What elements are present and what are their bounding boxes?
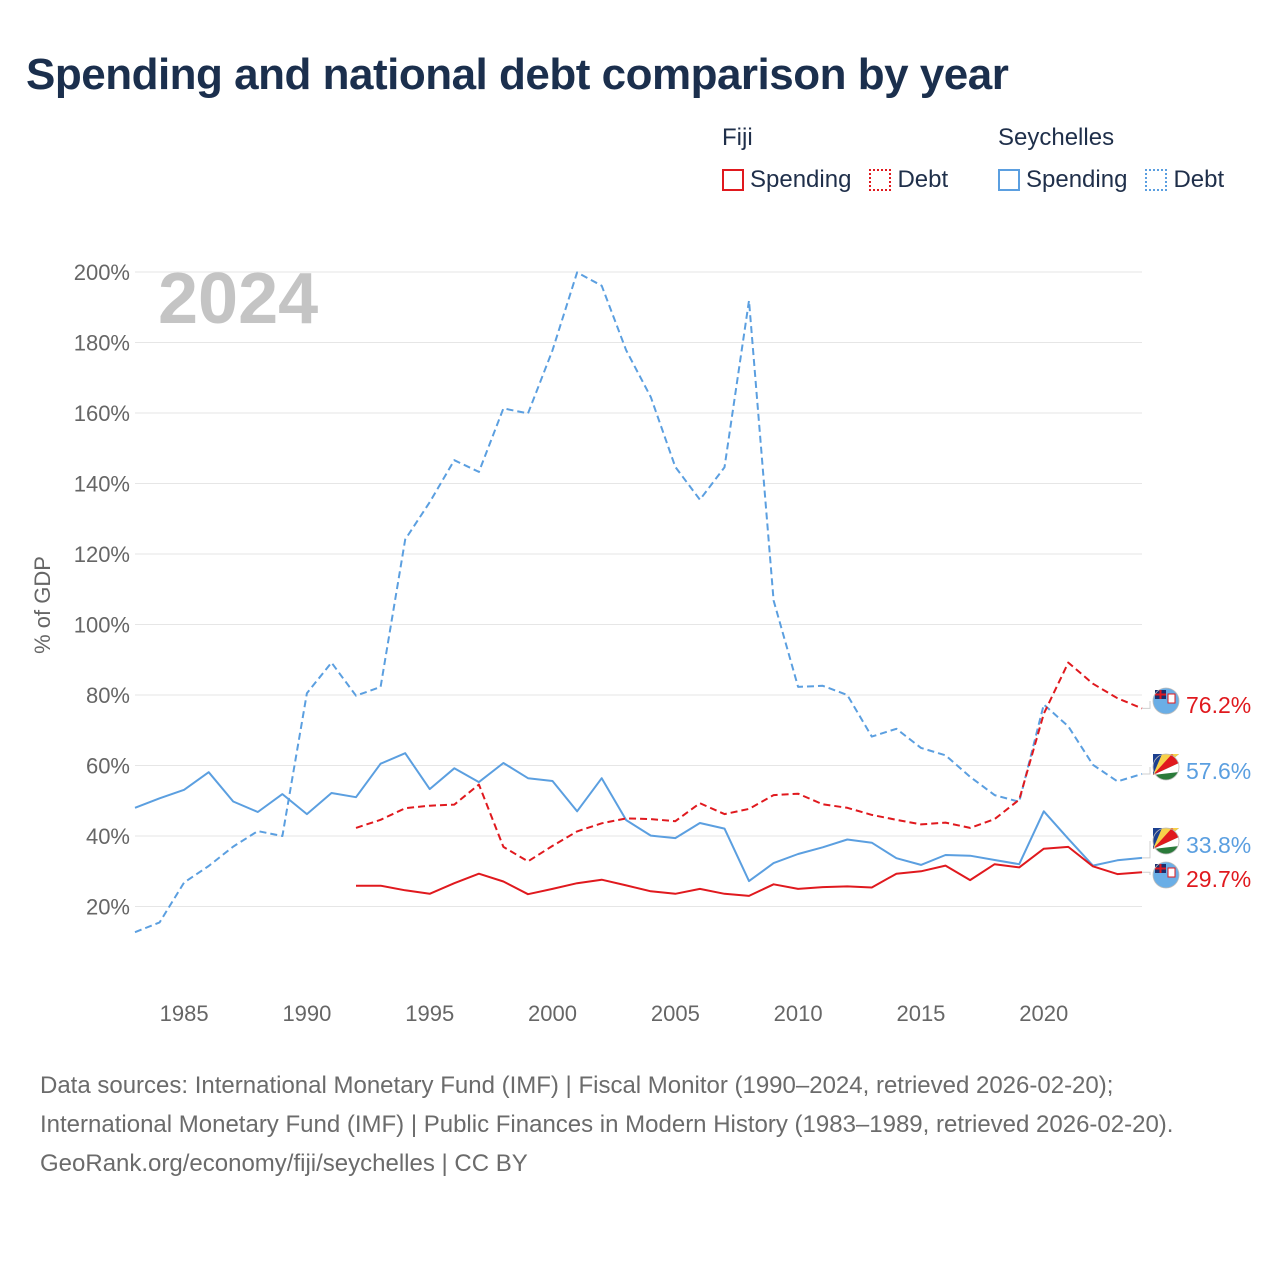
x-tick-label: 1985 [160, 1001, 209, 1026]
y-tick-label: 60% [86, 754, 130, 779]
footer: Data sources: International Monetary Fun… [40, 1066, 1240, 1183]
legend-item-fiji-spending[interactable]: Spending [722, 166, 851, 194]
end-label-connector [1142, 701, 1151, 709]
series-layer [134, 271, 1143, 934]
x-tick-label: 2000 [528, 1001, 577, 1026]
end-value-label: 76.2% [1186, 692, 1251, 718]
end-label-connector [1142, 871, 1151, 875]
solid-swatch-icon [722, 169, 744, 191]
legend-item-seychelles-spending[interactable]: Spending [998, 166, 1127, 194]
fiji-flag-icon [1152, 687, 1180, 715]
y-tick-label: 160% [74, 401, 130, 426]
end-value-label: 29.7% [1186, 866, 1251, 892]
data-sources: Data sources: International Monetary Fun… [40, 1072, 1174, 1138]
legend-label: Spending [1026, 166, 1128, 193]
end-label-connector [1142, 767, 1151, 775]
series-line-fiji-debt[interactable] [355, 661, 1143, 863]
y-tick-label: 20% [86, 895, 130, 920]
seychelles-flag-icon [1152, 827, 1180, 855]
dotted-swatch-icon [1145, 169, 1168, 191]
x-tick-label: 1995 [405, 1001, 454, 1026]
x-tick-label: 2015 [896, 1001, 945, 1026]
line-chart: 20% 40% 60% 80% 100% 120% 140% 160% 180% 200% 1985… [30, 259, 1251, 1026]
y-tick-label: 40% [86, 824, 130, 849]
x-tick-label: 2005 [651, 1001, 700, 1026]
x-tick-label: 1990 [282, 1001, 331, 1026]
y-tick-label: 80% [86, 683, 130, 708]
y-tick-label: 180% [74, 331, 130, 356]
legend-item-seychelles-debt[interactable]: Debt [1145, 166, 1224, 194]
legend-label: Debt [1173, 166, 1225, 193]
series-line-fiji-spending[interactable] [356, 845, 1143, 897]
x-tick-label: 2010 [774, 1001, 823, 1026]
seychelles-flag-icon [1152, 753, 1180, 781]
legend-country-fiji: Fiji [722, 124, 753, 151]
legend-group-seychelles: Seychelles Spending Debt [998, 124, 1224, 194]
y-tick-label: 120% [74, 542, 130, 567]
y-tick-label: 200% [74, 260, 130, 285]
legend-group-fiji: Fiji Spending Debt [722, 124, 948, 194]
grid-layer: 20% 40% 60% 80% 100% 120% 140% 160% 180% 200% 1985… [74, 260, 1142, 1026]
x-tick-label: 2020 [1019, 1001, 1068, 1026]
end-labels-layer: 76.2% 57.6% 33.8% 29.7% [1142, 687, 1251, 892]
year-watermark: 2024 [158, 259, 318, 339]
y-tick-label: 140% [74, 472, 130, 497]
end-value-label: 33.8% [1186, 832, 1251, 858]
chart-title: Spending and national debt comparison by… [26, 50, 1009, 99]
series-line-seychelles-spending[interactable] [134, 752, 1143, 883]
y-tick-label: 100% [74, 613, 130, 638]
series-line-seychelles-debt[interactable] [134, 271, 1143, 934]
credit-line: GeoRank.org/economy/fiji/seychelles | CC… [40, 1150, 528, 1177]
fiji-flag-icon [1152, 861, 1180, 889]
legend-country-seychelles: Seychelles [998, 124, 1115, 151]
y-axis-title: % of GDP [30, 556, 55, 654]
dotted-swatch-icon [869, 169, 892, 191]
end-value-label: 57.6% [1186, 758, 1251, 784]
solid-swatch-icon [998, 169, 1020, 191]
legend-label: Spending [750, 166, 852, 193]
legend-label: Debt [897, 166, 949, 193]
legend-item-fiji-debt[interactable]: Debt [869, 166, 948, 194]
end-label-connector [1142, 841, 1151, 859]
